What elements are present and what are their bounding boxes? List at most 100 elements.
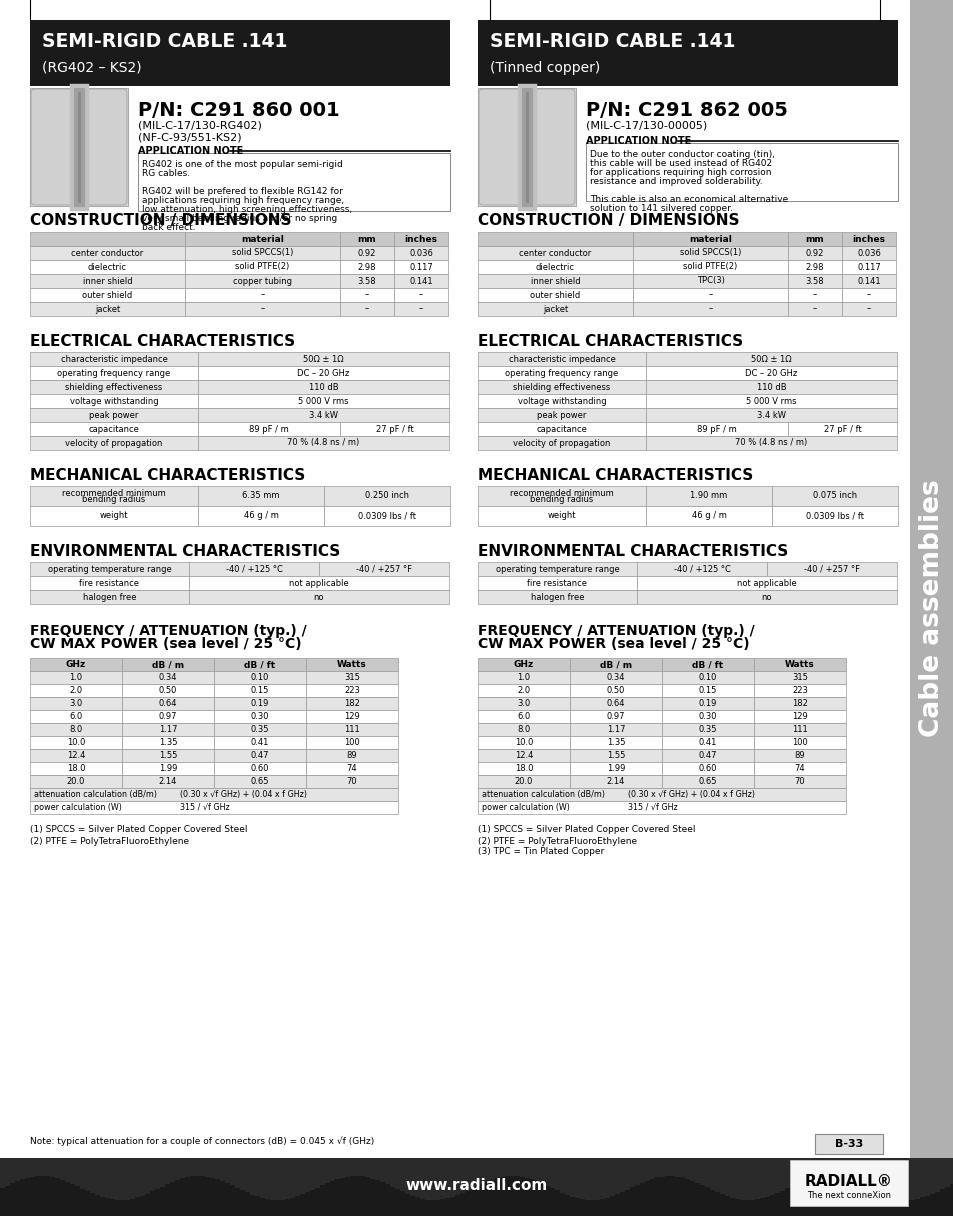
Text: dielectric: dielectric	[536, 263, 575, 271]
Bar	[645, 409, 896, 422]
Bar	[55, 1158, 60, 1178]
Bar	[122, 749, 213, 762]
Bar	[355, 1158, 359, 1176]
Text: 46 g / m: 46 g / m	[243, 512, 278, 520]
Bar	[760, 1158, 764, 1198]
Text: APPLICATION NOTE: APPLICATION NOTE	[138, 146, 243, 156]
Bar	[299, 1158, 305, 1194]
Bar	[771, 506, 897, 527]
Bar	[477, 422, 645, 437]
Text: weight: weight	[100, 512, 128, 520]
Bar	[914, 1158, 919, 1199]
Text: solid SPCCS(1): solid SPCCS(1)	[679, 248, 740, 258]
Text: TPC(3): TPC(3)	[696, 276, 723, 286]
Text: –: –	[260, 291, 264, 299]
Text: 18.0: 18.0	[67, 764, 85, 773]
Bar	[30, 288, 185, 302]
Text: this cable will be used instead of RG402: this cable will be used instead of RG402	[589, 159, 771, 168]
Text: GHz: GHz	[514, 660, 534, 669]
Bar	[198, 409, 449, 422]
Text: solid SPCCS(1): solid SPCCS(1)	[232, 248, 293, 258]
Text: 0.50: 0.50	[158, 686, 177, 696]
Bar	[645, 379, 896, 394]
Text: CW MAX POWER (sea level / 25 °C): CW MAX POWER (sea level / 25 °C)	[477, 637, 749, 651]
Bar	[335, 1158, 339, 1180]
Bar	[829, 1158, 834, 1176]
Text: ENVIRONMENTAL CHARACTERISTICS: ENVIRONMENTAL CHARACTERISTICS	[30, 544, 340, 558]
Text: 70 % (4.8 ns / m): 70 % (4.8 ns / m)	[287, 439, 359, 447]
Bar	[477, 658, 569, 671]
Bar	[30, 394, 198, 409]
Text: 0.97: 0.97	[606, 713, 624, 721]
Text: 111: 111	[344, 725, 359, 734]
Bar	[30, 736, 122, 749]
Bar	[753, 658, 845, 671]
Bar	[214, 1158, 220, 1180]
Text: 0.35: 0.35	[698, 725, 717, 734]
Text: FREQUENCY / ATTENUATION (typ.) /: FREQUENCY / ATTENUATION (typ.) /	[477, 624, 754, 638]
Text: 89 pF / m: 89 pF / m	[249, 424, 289, 433]
Text: 0.117: 0.117	[856, 263, 880, 271]
Bar	[787, 302, 841, 316]
Bar	[477, 274, 633, 288]
Bar	[395, 1158, 399, 1189]
Text: halogen free: halogen free	[83, 592, 136, 602]
Text: 1.17: 1.17	[158, 725, 177, 734]
Bar	[787, 274, 841, 288]
Text: B-33: B-33	[834, 1139, 862, 1149]
Text: velocity of propagation: velocity of propagation	[65, 439, 163, 447]
Text: solid PTFE(2): solid PTFE(2)	[235, 263, 290, 271]
Bar	[213, 658, 306, 671]
Bar	[379, 1158, 385, 1182]
Bar	[924, 1158, 929, 1195]
Text: 223: 223	[344, 686, 359, 696]
Text: DC – 20 GHz: DC – 20 GHz	[744, 368, 797, 377]
Bar	[645, 394, 896, 409]
Bar	[80, 1158, 85, 1189]
Text: MECHANICAL CHARACTERISTICS: MECHANICAL CHARACTERISTICS	[30, 467, 305, 483]
FancyBboxPatch shape	[30, 89, 127, 206]
Bar	[435, 1158, 439, 1200]
Bar	[599, 1158, 604, 1199]
Bar	[490, 1158, 495, 1180]
Bar	[339, 422, 449, 437]
Text: The next conneXion: The next conneXion	[806, 1192, 890, 1200]
Text: shielding effectiveness: shielding effectiveness	[513, 383, 610, 392]
Bar	[110, 1158, 115, 1199]
Bar	[410, 1158, 415, 1195]
Bar	[213, 710, 306, 724]
Text: ELECTRICAL CHARACTERISTICS: ELECTRICAL CHARACTERISTICS	[30, 333, 294, 349]
Text: 74: 74	[794, 764, 804, 773]
Bar	[637, 562, 766, 576]
Bar	[844, 1158, 849, 1180]
Text: 0.30: 0.30	[698, 713, 717, 721]
Text: recommended minimum: recommended minimum	[510, 489, 613, 497]
Bar	[174, 1158, 180, 1180]
Bar	[569, 658, 661, 671]
Bar	[105, 1158, 110, 1199]
Text: 0.41: 0.41	[251, 738, 269, 747]
Bar	[198, 437, 449, 450]
Text: 46 g / m: 46 g / m	[691, 512, 725, 520]
Bar	[306, 724, 397, 736]
Bar	[477, 232, 633, 246]
Text: operating frequency range: operating frequency range	[505, 368, 618, 377]
Text: operating temperature range: operating temperature range	[496, 564, 618, 574]
Bar	[645, 366, 896, 379]
Bar	[569, 762, 661, 775]
Text: (MIL-C-17/130-00005): (MIL-C-17/130-00005)	[585, 122, 706, 131]
Bar	[729, 1158, 734, 1198]
Text: (2) PTFE = PolyTetraFluoroEthylene: (2) PTFE = PolyTetraFluoroEthylene	[30, 837, 189, 845]
Bar	[477, 302, 633, 316]
Bar	[339, 274, 394, 288]
Bar	[859, 1158, 864, 1186]
Bar	[477, 394, 645, 409]
Text: solution to 141 silvered copper.: solution to 141 silvered copper.	[589, 204, 732, 213]
Bar	[439, 1158, 444, 1199]
Bar	[30, 1158, 35, 1177]
Bar	[919, 1158, 924, 1198]
Bar	[375, 1158, 379, 1181]
Bar	[385, 1158, 390, 1184]
Bar	[459, 1158, 464, 1193]
Bar	[125, 1158, 130, 1199]
